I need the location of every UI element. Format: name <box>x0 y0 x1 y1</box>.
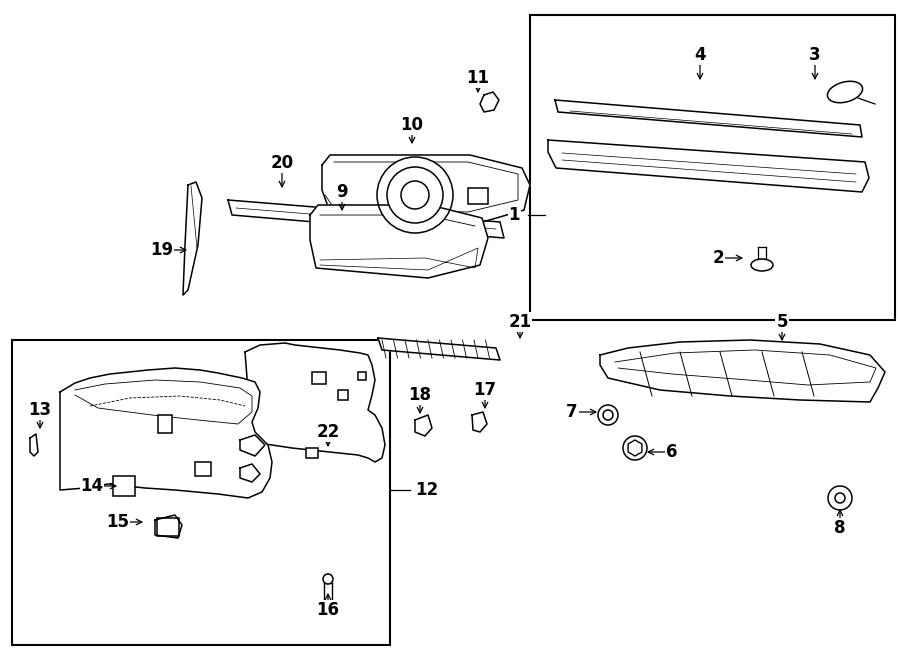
Polygon shape <box>322 155 530 225</box>
Polygon shape <box>183 182 202 295</box>
Polygon shape <box>480 92 499 112</box>
Circle shape <box>387 167 443 223</box>
Ellipse shape <box>827 81 862 102</box>
Text: 3: 3 <box>809 46 821 64</box>
Polygon shape <box>60 368 272 498</box>
Circle shape <box>377 157 453 233</box>
Text: 20: 20 <box>270 154 293 172</box>
Bar <box>312 372 326 384</box>
Circle shape <box>401 181 429 209</box>
Text: 13: 13 <box>29 401 51 419</box>
Text: 17: 17 <box>473 381 497 399</box>
Text: 9: 9 <box>337 183 347 201</box>
Polygon shape <box>472 412 487 432</box>
Bar <box>468 188 488 204</box>
Bar <box>113 476 135 496</box>
Text: 14: 14 <box>80 477 104 495</box>
Text: 12: 12 <box>415 481 438 499</box>
Text: 5: 5 <box>776 313 788 331</box>
Bar <box>338 390 348 400</box>
Text: 19: 19 <box>150 241 174 259</box>
Polygon shape <box>240 435 265 456</box>
Text: 4: 4 <box>694 46 706 64</box>
Text: 15: 15 <box>106 513 130 531</box>
Text: 7: 7 <box>566 403 578 421</box>
Text: 2: 2 <box>712 249 724 267</box>
Polygon shape <box>240 464 260 482</box>
Polygon shape <box>30 434 38 456</box>
Text: 6: 6 <box>666 443 678 461</box>
Text: 18: 18 <box>409 386 431 404</box>
Polygon shape <box>378 338 500 360</box>
Bar <box>157 518 179 536</box>
Circle shape <box>623 436 647 460</box>
Polygon shape <box>228 200 504 238</box>
Circle shape <box>603 410 613 420</box>
Text: 1: 1 <box>508 206 520 224</box>
Polygon shape <box>415 415 432 436</box>
Bar <box>195 462 211 476</box>
Polygon shape <box>155 515 182 538</box>
Polygon shape <box>310 205 488 278</box>
Bar <box>358 372 366 380</box>
Text: 8: 8 <box>834 519 846 537</box>
Ellipse shape <box>751 259 773 271</box>
Text: 16: 16 <box>317 601 339 619</box>
Text: 10: 10 <box>400 116 424 134</box>
Polygon shape <box>548 140 869 192</box>
Circle shape <box>598 405 618 425</box>
Bar <box>306 448 318 458</box>
Polygon shape <box>245 343 385 462</box>
Circle shape <box>323 574 333 584</box>
Bar <box>530 15 895 320</box>
Circle shape <box>835 493 845 503</box>
Polygon shape <box>600 340 885 402</box>
Polygon shape <box>555 100 862 137</box>
Bar <box>158 415 172 433</box>
Text: 11: 11 <box>466 69 490 87</box>
Bar <box>12 340 390 645</box>
Circle shape <box>828 486 852 510</box>
Text: 21: 21 <box>508 313 532 331</box>
Text: 22: 22 <box>317 423 339 441</box>
